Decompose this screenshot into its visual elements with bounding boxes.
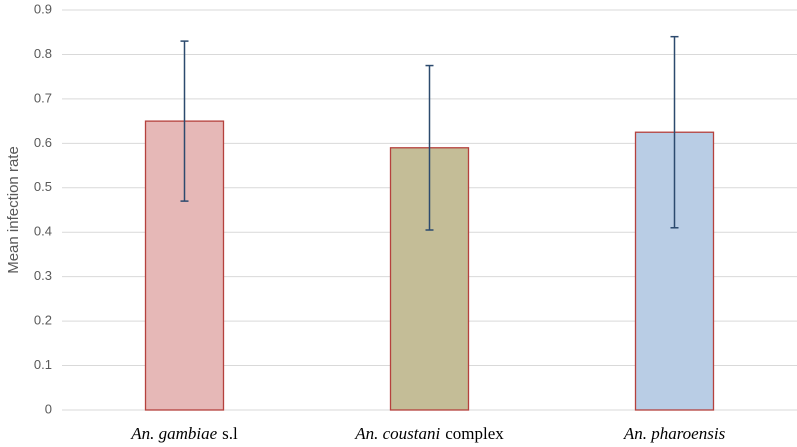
x-tick-label-part: An. gambiae	[130, 424, 217, 443]
error-bar	[180, 40, 189, 202]
y-tick-label: 0.7	[34, 90, 52, 105]
y-tick-label: 0.8	[34, 46, 52, 61]
y-tick-label: 0.6	[34, 135, 52, 150]
y-tick-label: 0.3	[34, 268, 52, 283]
bar	[634, 131, 715, 411]
error-bar	[425, 64, 434, 231]
y-tick-label: 0.1	[34, 357, 52, 372]
x-tick-label-part: An. pharoensis	[623, 424, 726, 443]
y-tick-label: 0.4	[34, 224, 52, 239]
x-tick-label-part: s.l	[222, 424, 238, 443]
y-axis-label: Mean infection rate	[5, 146, 22, 274]
x-tick-label: An. gambiae s.l	[130, 424, 238, 443]
x-tick-label: An. pharoensis	[623, 424, 726, 443]
x-tick-label-part: An. coustani	[354, 424, 440, 443]
x-tick-label-part: complex	[445, 424, 504, 443]
x-tick-label: An. coustani complex	[354, 424, 504, 443]
y-tick-label: 0	[45, 401, 52, 416]
error-bar	[670, 35, 679, 229]
y-tick-label: 0.9	[34, 1, 52, 16]
y-tick-label: 0.2	[34, 313, 52, 328]
y-tick-label: 0.5	[34, 179, 52, 194]
